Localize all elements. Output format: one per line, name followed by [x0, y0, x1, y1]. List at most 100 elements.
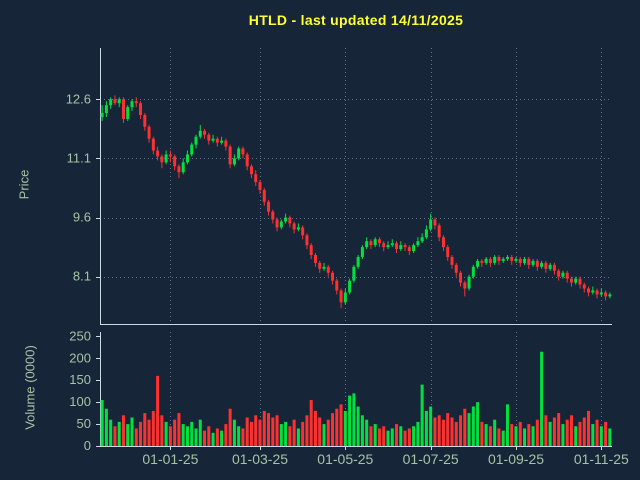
candle-body	[313, 255, 317, 263]
volume-bar	[424, 410, 428, 446]
price-tick-label: 9.6	[73, 210, 91, 225]
date-tick-label: 01-07-25	[403, 451, 459, 467]
candle-body	[450, 256, 454, 265]
candle-body	[429, 219, 433, 230]
candle-body	[130, 101, 134, 108]
volume-bar	[476, 402, 480, 446]
candle-body	[190, 144, 194, 155]
volume-bar	[527, 424, 531, 446]
candle-body	[173, 156, 177, 167]
candle-body	[211, 138, 215, 141]
candle-body	[557, 270, 561, 277]
volume-bar	[168, 426, 172, 446]
candle-body	[373, 239, 377, 246]
candle-body	[258, 182, 262, 190]
volume-bar	[164, 421, 168, 446]
volume-bar	[535, 419, 539, 446]
candle-body	[544, 262, 548, 269]
candle-body	[484, 258, 488, 263]
candle-body	[540, 262, 544, 267]
candle-body	[497, 256, 501, 261]
volume-bar	[130, 417, 134, 446]
volume-bar	[126, 424, 130, 446]
candle-body	[224, 140, 228, 147]
candle-body	[262, 189, 266, 202]
date-tick-label: 01-11-25	[574, 451, 629, 467]
volume-tick-label: 200	[69, 350, 91, 365]
candle-body	[207, 134, 211, 141]
volume-tick-label: 150	[69, 372, 91, 387]
candle-body	[335, 280, 339, 291]
candle-body	[446, 247, 450, 257]
candle-body	[360, 247, 364, 257]
candle-body	[249, 166, 253, 175]
volume-bar	[441, 419, 445, 446]
volume-bar	[301, 421, 305, 446]
volume-bar	[420, 384, 424, 446]
volume-bar	[318, 417, 322, 446]
volume-bar	[382, 426, 386, 446]
volume-bar	[369, 426, 373, 446]
volume-bar	[608, 428, 612, 446]
volume-bar	[249, 421, 253, 446]
candle-body	[582, 284, 586, 289]
volume-bar	[574, 426, 578, 446]
candle-body	[407, 247, 411, 252]
volume-bar	[493, 419, 497, 446]
volume-bar	[100, 399, 104, 446]
candle-body	[296, 227, 300, 230]
volume-bars	[100, 351, 612, 446]
volume-bar	[177, 413, 181, 446]
candle-body	[578, 278, 582, 285]
chart-title: HTLD - last updated 14/11/2025	[248, 12, 464, 28]
candle-body	[326, 266, 330, 273]
axes	[96, 48, 612, 450]
volume-bar	[565, 419, 569, 446]
volume-bar	[360, 415, 364, 446]
candlesticks	[100, 95, 612, 309]
candle-body	[232, 158, 236, 165]
volume-bar	[275, 415, 279, 446]
date-tick-label: 01-03-25	[232, 451, 288, 467]
volume-bar	[412, 426, 416, 446]
candle-body	[552, 264, 556, 271]
volume-tick-label: 100	[69, 394, 91, 409]
candle-body	[245, 154, 249, 167]
volume-bar	[471, 406, 475, 446]
candle-body	[501, 258, 505, 261]
candle-body	[505, 256, 509, 259]
candle-body	[139, 103, 143, 116]
candle-body	[220, 140, 224, 143]
volume-bar	[561, 424, 565, 446]
volume-bar	[365, 419, 369, 446]
volume-bar	[544, 415, 548, 446]
volume-bar	[407, 428, 411, 446]
candle-body	[109, 99, 113, 106]
volume-bar	[569, 415, 573, 446]
candle-body	[459, 272, 463, 283]
candle-body	[535, 260, 539, 267]
candle-body	[454, 264, 458, 273]
volume-bar	[484, 424, 488, 446]
candle-body	[143, 115, 147, 127]
candle-body	[181, 162, 185, 173]
candle-body	[309, 245, 313, 255]
volume-bar	[510, 424, 514, 446]
volume-bar	[523, 428, 527, 446]
candle-body	[156, 150, 160, 157]
candle-body	[437, 225, 441, 238]
candle-body	[488, 258, 492, 263]
volume-bar	[390, 428, 394, 446]
candle-body	[267, 201, 271, 212]
volume-bar	[228, 408, 232, 446]
volume-bar	[497, 428, 501, 446]
volume-bar	[160, 415, 164, 446]
volume-bar	[305, 415, 309, 446]
candle-body	[104, 105, 108, 114]
candle-body	[305, 235, 309, 246]
volume-tick-label: 0	[84, 438, 91, 453]
price-tick-label: 8.1	[73, 269, 91, 284]
volume-bar	[548, 421, 552, 446]
volume-bar	[488, 426, 492, 446]
